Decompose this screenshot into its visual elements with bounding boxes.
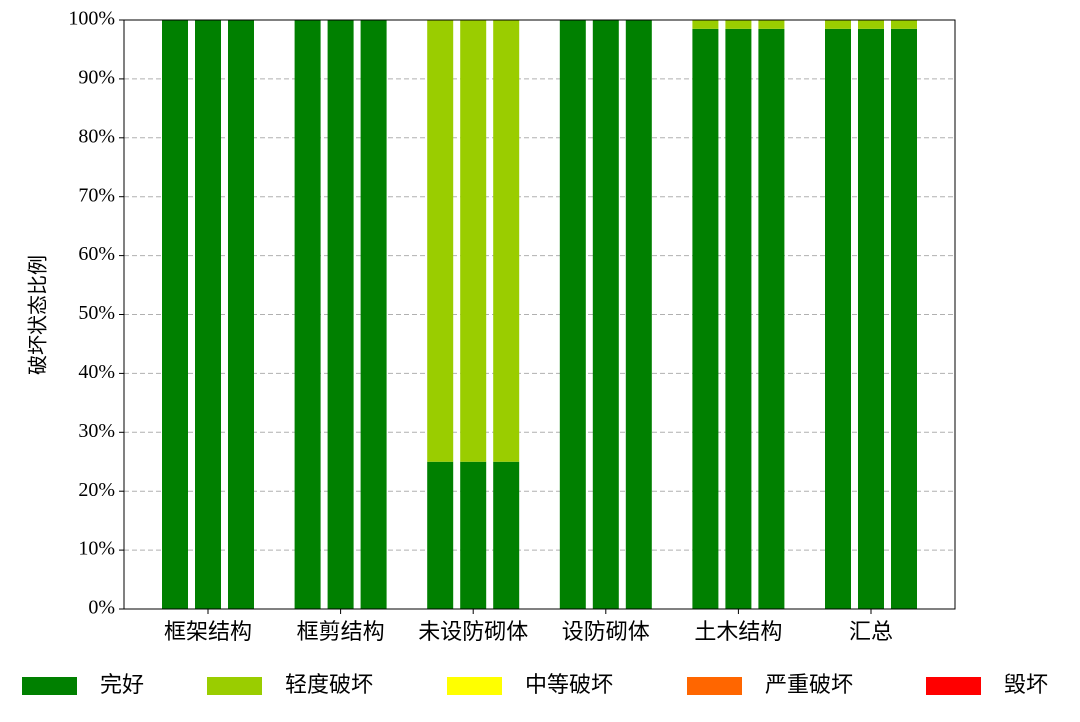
- legend-label: 轻度破坏: [285, 672, 373, 697]
- x-tick-label: 未设防砌体: [418, 619, 528, 644]
- legend-swatch: [207, 677, 262, 695]
- bar-segment: [891, 20, 917, 29]
- bar-segment: [460, 461, 487, 609]
- x-tick-label: 框架结构: [164, 619, 252, 644]
- x-tick-label: 汇总: [849, 619, 893, 644]
- legend-label: 中等破坏: [525, 672, 613, 697]
- y-axis-label: 破坏状态比例: [27, 255, 50, 375]
- bar-segment: [692, 20, 719, 29]
- x-tick-label: 框剪结构: [297, 619, 385, 644]
- bar-segment: [692, 28, 719, 609]
- bar-segment: [327, 20, 354, 609]
- bar-segment: [427, 20, 454, 462]
- x-tick-label: 土木结构: [694, 619, 782, 644]
- y-tick-label: 50%: [78, 302, 115, 324]
- bar-segment: [725, 20, 752, 29]
- y-tick-label: 0%: [88, 597, 115, 619]
- y-tick-label: 70%: [78, 184, 115, 206]
- legend-label: 毁坏: [1004, 672, 1048, 697]
- bar-segment: [493, 20, 520, 462]
- y-tick-label: 80%: [78, 125, 115, 147]
- legend-label: 严重破坏: [765, 672, 853, 697]
- legend-swatch: [447, 677, 502, 695]
- bar-segment: [195, 20, 221, 609]
- bar-segment: [725, 28, 752, 609]
- y-tick-label: 100%: [68, 8, 115, 30]
- bar-segment: [559, 20, 586, 609]
- bar-segment: [592, 20, 619, 609]
- plot-frame: [123, 19, 956, 610]
- legend-label: 完好: [100, 672, 144, 697]
- bar-segment: [228, 20, 254, 609]
- bar-segment: [858, 20, 884, 29]
- x-tick-label: 设防砌体: [562, 619, 650, 644]
- bar-segment: [460, 20, 487, 462]
- bar-segment: [891, 28, 917, 609]
- bar-segment: [825, 28, 851, 609]
- bar-segment: [493, 461, 520, 609]
- bar-segment: [825, 20, 851, 29]
- bar-segment: [758, 28, 785, 609]
- bar-segment: [162, 20, 188, 609]
- y-tick-label: 10%: [78, 538, 115, 560]
- bar-segment: [427, 461, 454, 609]
- y-tick-label: 40%: [78, 361, 115, 383]
- bar-segment: [858, 28, 884, 609]
- legend-swatch: [926, 677, 981, 695]
- y-tick-label: 60%: [78, 243, 115, 265]
- y-tick-label: 30%: [78, 420, 115, 442]
- y-tick-label: 20%: [78, 479, 115, 501]
- legend-swatch: [687, 677, 742, 695]
- bar-segment: [294, 20, 321, 609]
- y-tick-label: 90%: [78, 66, 115, 88]
- bar-segment: [758, 20, 785, 29]
- bar-segment: [360, 20, 387, 609]
- bar-segment: [625, 20, 652, 609]
- legend-swatch: [22, 677, 77, 695]
